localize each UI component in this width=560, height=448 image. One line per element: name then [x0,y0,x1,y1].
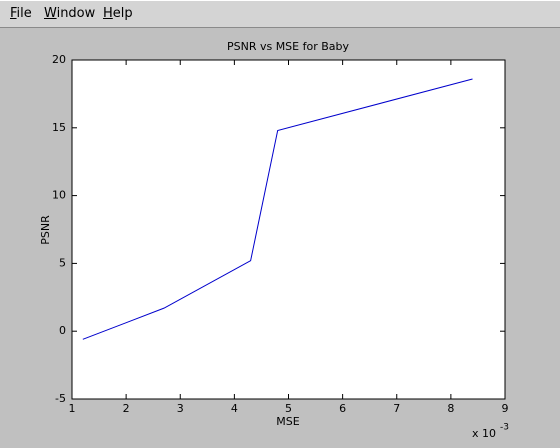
chart: PSNR vs MSE for Baby MSE PSNR x 10 -3 -5… [39,40,509,440]
y-tick-label: 0 [59,324,66,337]
x-tick-label: 8 [447,402,454,415]
x-axis-label: MSE [276,415,299,428]
y-tick-label: 15 [52,121,66,134]
x-tick-label: 1 [69,402,76,415]
y-tick-label: 10 [52,189,66,202]
data-line [82,78,473,340]
y-tick-label: -5 [55,392,66,405]
x-multiplier-power: -3 [500,423,509,433]
menu-bar: File Window Help [0,0,560,28]
menu-file[interactable]: File [10,6,32,21]
y-axis-label: PSNR [39,215,52,245]
x-tick-label: 9 [502,402,509,415]
x-tick-label: 7 [393,402,400,415]
y-tick-label: 20 [52,53,66,66]
plot-area [71,59,506,400]
x-multiplier: x 10 [472,427,496,440]
x-tick-label: 4 [231,402,238,415]
x-tick-label: 2 [123,402,130,415]
x-tick-label: 3 [177,402,184,415]
y-tick-label: 5 [59,256,66,269]
x-tick-label: 5 [285,402,292,415]
menu-help[interactable]: Help [103,6,133,21]
chart-title: PSNR vs MSE for Baby [227,40,350,53]
menu-window[interactable]: Window [44,6,96,21]
x-tick-label: 6 [339,402,346,415]
